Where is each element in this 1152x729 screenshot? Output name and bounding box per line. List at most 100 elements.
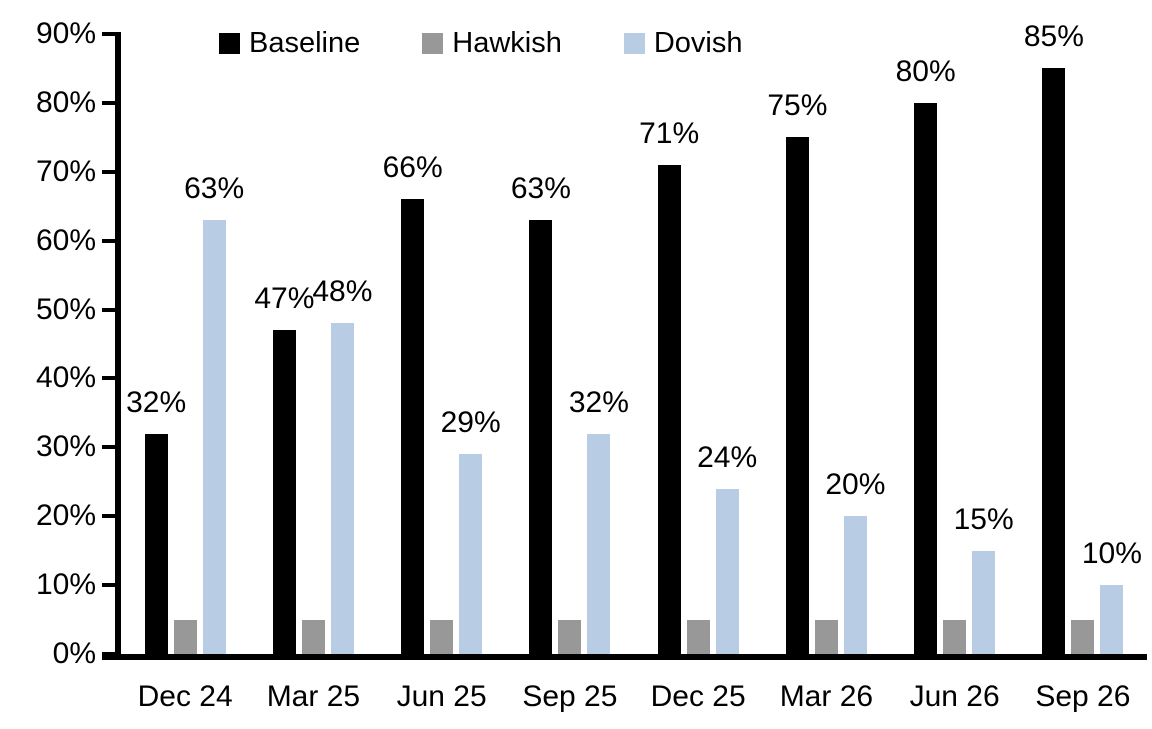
bar-hawkish-sep-26 — [1071, 619, 1095, 654]
bar-group-sep-25: 63% 32% — [506, 34, 634, 654]
bar-slot-dovish-sep-26: 10% — [1082, 34, 1142, 654]
bar-slot-dovish-mar-25: 48% — [312, 34, 372, 654]
bar-dovish-dec-25 — [715, 488, 739, 654]
bar-hawkish-jun-26 — [943, 619, 967, 654]
bar-slot-dovish-jun-26: 15% — [954, 34, 1014, 654]
y-axis-label-0: 0% — [52, 637, 96, 670]
bar-slot-baseline-dec-25: 71% — [639, 34, 699, 654]
y-axis-label-60: 60% — [35, 223, 96, 257]
bar-label-baseline-mar-25: 47% — [254, 282, 315, 316]
legend-label-baseline: Baseline — [249, 27, 361, 59]
y-axis-label-70: 70% — [35, 154, 96, 188]
x-axis-label-mar-26: Mar 26 — [779, 680, 874, 713]
y-axis-label-10: 10% — [35, 568, 96, 602]
bar-label-baseline-jun-25: 66% — [382, 151, 443, 185]
plot-area: 32% 63% 47% 48% 66% 29% 63% 32% 71% 24% 75% 20% 80% 1… — [121, 22, 1147, 654]
x-axis-label-sep-26: Sep 26 — [1035, 680, 1131, 713]
x-axis-labels: Dec 24 Mar 25 Jun 25 Sep 25 Dec 25 Mar 26 Jun … — [121, 681, 1147, 713]
y-axis-label-30: 30% — [35, 430, 96, 464]
bar-group-dec-24: 32% 63% — [121, 34, 249, 654]
legend-label-hawkish: Hawkish — [452, 27, 562, 59]
bar-slot-hawkish-mar-25 — [301, 34, 325, 654]
x-axis-label-jun-26: Jun 26 — [909, 680, 1000, 713]
bar-slot-hawkish-sep-26 — [1071, 34, 1095, 654]
bar-label-baseline-mar-26: 75% — [767, 89, 828, 123]
bar-slot-baseline-sep-26: 85% — [1024, 22, 1084, 654]
x-axis-label-dec-25: Dec 25 — [650, 680, 746, 713]
bar-label-dovish-mar-25: 48% — [312, 275, 373, 309]
bar-slot-hawkish-jun-25 — [430, 34, 454, 654]
bar-label-dovish-sep-26: 10% — [1081, 537, 1142, 571]
bar-baseline-mar-26 — [785, 137, 809, 654]
x-axis-label-mar-25: Mar 25 — [266, 680, 361, 713]
bar-slot-hawkish-dec-24 — [173, 34, 197, 654]
legend-swatch-baseline-icon — [219, 33, 240, 54]
bar-slot-dovish-sep-25: 32% — [569, 34, 629, 654]
y-axis-label-80: 80% — [35, 85, 96, 119]
bar-dovish-jun-25 — [459, 454, 483, 654]
y-axis-tick-10 — [102, 583, 115, 588]
bar-label-dovish-mar-26: 20% — [825, 468, 886, 502]
bar-label-baseline-sep-25: 63% — [510, 172, 571, 205]
bar-dovish-jun-26 — [972, 550, 996, 654]
x-axis-label-dec-24: Dec 24 — [137, 680, 233, 713]
bar-baseline-jun-26 — [914, 102, 938, 654]
bar-slot-baseline-jun-25: 66% — [383, 34, 443, 654]
bar-baseline-sep-25 — [529, 220, 553, 654]
bar-dovish-dec-24 — [202, 220, 226, 654]
y-axis-label-40: 40% — [35, 361, 96, 395]
bar-group-mar-25: 47% 48% — [249, 34, 377, 654]
legend-item-dovish: Dovish — [623, 27, 743, 59]
bar-slot-baseline-dec-24: 32% — [126, 34, 186, 654]
legend-label-dovish: Dovish — [653, 27, 743, 59]
bar-baseline-jun-25 — [401, 199, 425, 654]
y-axis-tick-50 — [102, 307, 115, 312]
legend-item-baseline: Baseline — [219, 29, 360, 58]
bar-slot-hawkish-sep-25 — [558, 34, 582, 654]
bar-hawkish-mar-25 — [301, 619, 325, 654]
bar-baseline-sep-26 — [1042, 68, 1066, 654]
y-axis-tick-70 — [102, 169, 115, 174]
bar-dovish-sep-26 — [1100, 585, 1124, 654]
bar-group-sep-26: 85% 10% — [1019, 22, 1147, 654]
y-axis-label-20: 20% — [35, 499, 96, 533]
bar-slot-dovish-dec-24: 63% — [184, 34, 244, 654]
bar-label-dovish-jun-25: 29% — [440, 406, 501, 440]
bar-slot-dovish-jun-25: 29% — [441, 34, 501, 654]
bar-slot-baseline-mar-26: 75% — [767, 34, 827, 654]
bar-slot-hawkish-dec-25 — [686, 34, 710, 654]
bar-baseline-dec-25 — [657, 164, 681, 654]
bar-slot-dovish-dec-25: 24% — [697, 34, 757, 654]
bar-baseline-mar-25 — [272, 330, 296, 654]
y-axis-label-50: 50% — [35, 292, 96, 326]
bar-group-jun-25: 66% 29% — [378, 34, 506, 654]
bar-label-dovish-dec-24: 63% — [184, 172, 245, 205]
bar-slot-baseline-jun-26: 80% — [896, 34, 956, 654]
bar-label-dovish-dec-25: 24% — [697, 440, 758, 474]
bar-label-dovish-sep-25: 32% — [568, 385, 629, 419]
x-axis-line — [102, 654, 1147, 660]
bar-slot-hawkish-jun-26 — [943, 34, 967, 654]
y-axis-tick-90 — [102, 32, 115, 36]
legend-item-hawkish: Hawkish — [422, 29, 562, 58]
y-axis-tick-60 — [102, 238, 115, 243]
bar-group-dec-25: 71% 24% — [634, 34, 762, 654]
y-axis-tick-20 — [102, 514, 115, 519]
bar-dovish-mar-25 — [330, 323, 354, 654]
x-axis-label-sep-25: Sep 25 — [522, 680, 618, 713]
bar-baseline-dec-24 — [144, 433, 168, 654]
bar-slot-baseline-mar-25: 47% — [254, 34, 314, 654]
bar-label-baseline-dec-25: 71% — [639, 116, 700, 150]
bar-dovish-mar-26 — [843, 516, 867, 654]
bar-label-baseline-dec-24: 32% — [126, 385, 187, 419]
y-axis-line — [115, 32, 121, 654]
x-axis-label-jun-25: Jun 25 — [396, 680, 487, 713]
bar-hawkish-dec-25 — [686, 619, 710, 654]
bar-hawkish-sep-25 — [558, 619, 582, 654]
legend-swatch-dovish-icon — [623, 33, 645, 54]
bar-slot-baseline-sep-25: 63% — [511, 34, 571, 654]
bar-dovish-sep-25 — [587, 433, 611, 654]
y-axis-label-90: 90% — [35, 17, 96, 50]
bar-hawkish-jun-25 — [430, 619, 454, 654]
